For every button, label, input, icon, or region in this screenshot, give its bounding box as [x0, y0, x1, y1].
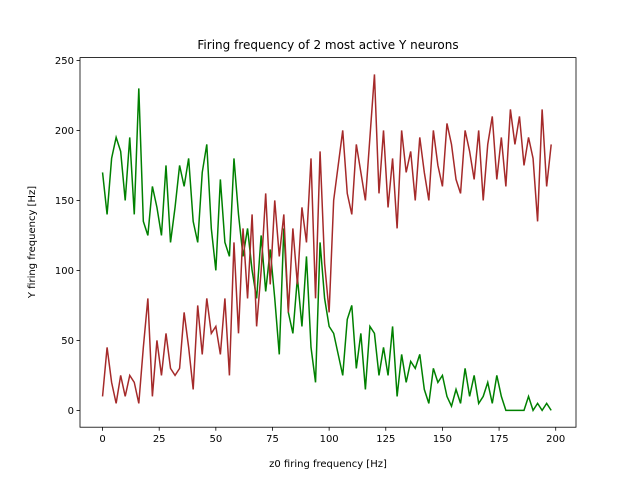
y-tick-label: 50	[61, 336, 74, 347]
chart-title: Firing frequency of 2 most active Y neur…	[197, 38, 458, 52]
x-tick-label: 100	[320, 434, 339, 445]
x-tick-label: 0	[99, 434, 105, 445]
y-tick-label: 250	[55, 56, 74, 67]
series-line	[101, 88, 552, 413]
x-tick-label: 150	[433, 434, 452, 445]
x-tick-label: 25	[153, 434, 166, 445]
x-tick-label: 125	[376, 434, 395, 445]
x-tick-label: 200	[546, 434, 565, 445]
x-axis-label: z0 firing frequency [Hz]	[269, 459, 387, 470]
plot-frame	[79, 57, 577, 428]
x-tick-label: 75	[266, 434, 279, 445]
y-tick-label: 150	[55, 196, 74, 207]
y-tick-label: 100	[55, 266, 74, 277]
x-tick-label: 175	[490, 434, 509, 445]
y-axis-label: Y firing frequency [Hz]	[27, 186, 38, 299]
y-tick-label: 0	[68, 406, 74, 417]
y-tick-label: 200	[55, 126, 74, 137]
x-tick-label: 50	[209, 434, 222, 445]
series-line	[101, 74, 552, 404]
